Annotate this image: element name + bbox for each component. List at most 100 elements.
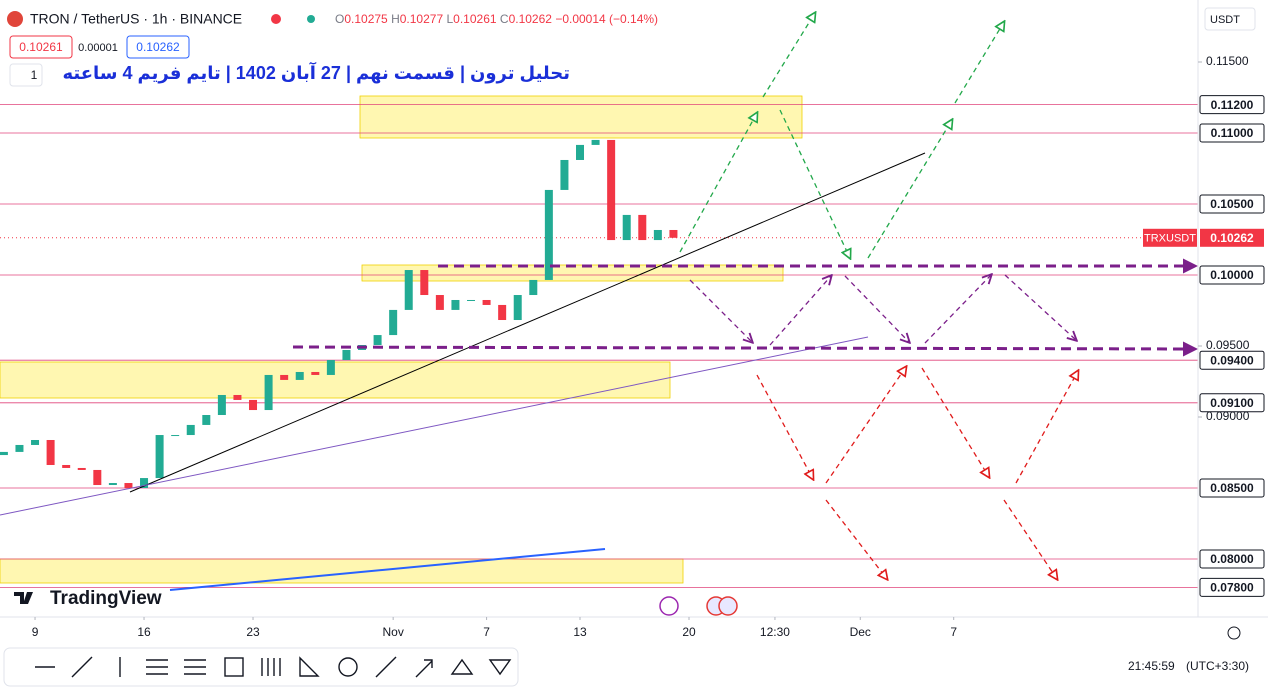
- clock: 21:45:59: [1128, 659, 1175, 673]
- candle-body: [233, 394, 242, 400]
- arrow: [756, 374, 813, 479]
- candle-body: [217, 394, 226, 416]
- tool-arrow[interactable]: [415, 659, 433, 678]
- change: −0.00014 (−0.14%): [555, 12, 658, 26]
- candle-body: [311, 371, 320, 375]
- x-tick-label: 20: [682, 625, 696, 639]
- tool-trend[interactable]: [71, 656, 93, 678]
- arrow: [1003, 499, 1057, 579]
- toolbar: [3, 647, 519, 687]
- candle-body: [544, 189, 553, 280]
- y-tick-label: 0.11500: [1206, 54, 1249, 68]
- candle-body: [482, 299, 491, 305]
- settings-icon[interactable]: [1227, 626, 1241, 640]
- time-axis-labels: 9 16 23 Nov 7 13 20 12:30 Dec 7: [32, 617, 957, 639]
- x-tick-label: 23: [246, 625, 260, 639]
- drawings: [0, 13, 1198, 591]
- level-tag: [1199, 194, 1265, 214]
- ohlc-value: 0.10261: [453, 12, 497, 26]
- tool-arrow-up[interactable]: [450, 658, 474, 675]
- x-tick-label: 7: [950, 625, 957, 639]
- x-tick-label: Nov: [382, 625, 403, 639]
- arrow: [779, 109, 850, 258]
- ohlc-key: C: [500, 12, 509, 26]
- event-icon[interactable]: [659, 596, 679, 616]
- symbol-logo: [7, 11, 23, 27]
- levels: [0, 104, 1198, 588]
- candle-body: [451, 299, 460, 310]
- level-label: 0.08000: [1210, 552, 1254, 566]
- bid-box[interactable]: [9, 35, 73, 59]
- x-tick-label: Dec: [850, 625, 871, 639]
- candle-body: [15, 444, 24, 452]
- candle-body: [591, 139, 600, 145]
- currency: USDT: [1210, 14, 1240, 26]
- arrow: [921, 367, 989, 477]
- x-tick-label: 7: [483, 625, 490, 639]
- tool-channel[interactable]: [146, 659, 168, 675]
- ask: 0.10262: [136, 40, 180, 54]
- tool-circle[interactable]: [338, 657, 358, 677]
- tool-triangle[interactable]: [299, 656, 320, 677]
- candle-body: [576, 144, 585, 160]
- level-tag: [1199, 123, 1265, 143]
- status-dot: [271, 14, 281, 24]
- indicator-count: 1: [31, 68, 38, 82]
- zone: [0, 361, 671, 399]
- symbol: TRON / TetherUS · 1h · BINANCE: [30, 11, 242, 27]
- candle-body: [264, 374, 273, 411]
- arrow: [844, 275, 909, 342]
- bid: 0.10261: [19, 40, 63, 54]
- candle-body: [46, 439, 55, 465]
- candle-body: [342, 349, 351, 361]
- tool-arrow-down[interactable]: [488, 659, 512, 676]
- spread: 0.00001: [78, 42, 118, 54]
- candle-body: [326, 360, 335, 375]
- level-label: 0.09100: [1210, 396, 1254, 410]
- event-icon[interactable]: [718, 596, 738, 616]
- candle-body: [155, 435, 164, 479]
- ask-box[interactable]: [126, 35, 190, 59]
- candle-body: [467, 299, 476, 301]
- candle-body: [108, 483, 117, 486]
- candle-body: [389, 309, 398, 336]
- candle-body: [93, 469, 102, 486]
- indicator-toggle[interactable]: [9, 63, 43, 87]
- logo-mark: [14, 592, 33, 604]
- candle-body: [404, 270, 413, 310]
- candle-body: [202, 415, 211, 425]
- y-tick-label: 0.09500: [1206, 338, 1250, 352]
- candle-body: [124, 483, 133, 488]
- level-tag: [1199, 549, 1265, 569]
- candles: [0, 139, 678, 488]
- arrow: [1004, 274, 1076, 340]
- arrow: [825, 499, 887, 579]
- candle-body: [77, 467, 86, 470]
- level-tag: [1199, 95, 1265, 115]
- tool-fib[interactable]: [184, 659, 206, 675]
- candle-body: [513, 295, 522, 321]
- arrow: [769, 276, 831, 346]
- tool-ray[interactable]: [375, 656, 397, 678]
- candle-body: [435, 295, 444, 310]
- level-label: 0.08500: [1210, 481, 1254, 495]
- level-label: 0.11000: [1211, 126, 1254, 140]
- candle-body: [140, 478, 149, 488]
- currency-button[interactable]: [1204, 7, 1256, 31]
- arrow: [954, 22, 1004, 104]
- tool-pattern[interactable]: [261, 658, 281, 676]
- tool-rect[interactable]: [224, 657, 244, 677]
- status-dot: [307, 15, 315, 23]
- trend-line: [129, 152, 926, 493]
- price-axis-labels: 0.11500 0.09500 0.09000 0.11200 0.11000 0.105…: [1143, 54, 1265, 597]
- x-tick-label: 12:30: [760, 625, 790, 639]
- candle-body: [420, 270, 429, 296]
- logo-text: TradingView: [50, 588, 162, 609]
- trend-line: [0, 336, 869, 516]
- candle-body: [0, 451, 8, 456]
- candle-body: [669, 229, 678, 238]
- y-tick-label: 0.09000: [1206, 409, 1250, 423]
- candle-body: [171, 435, 180, 437]
